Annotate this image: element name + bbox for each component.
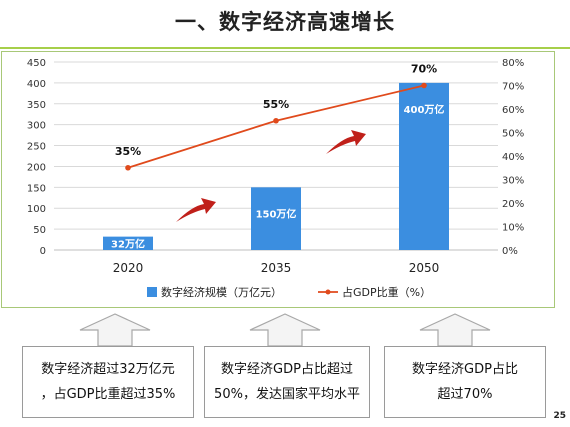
y-left-tick-label: 200 bbox=[27, 162, 46, 173]
y-left-tick-label: 0 bbox=[40, 246, 46, 257]
y-left-tick-label: 400 bbox=[27, 79, 46, 90]
callout-arrow-3 bbox=[419, 313, 491, 347]
y-left-tick-label: 250 bbox=[27, 142, 46, 153]
page-title: 一、数字经济高速增长 bbox=[175, 10, 395, 34]
y-right-tick-label: 40% bbox=[502, 152, 524, 163]
y-right-tick-label: 20% bbox=[502, 199, 524, 210]
x-tick-label: 2020 bbox=[113, 261, 144, 275]
chart: 0 50 100 150 200 250 300 350 400 450 0% 10% 20% 30% 40… bbox=[27, 58, 524, 299]
legend-swatch-line-marker bbox=[325, 289, 331, 295]
line-data-label: 35% bbox=[115, 145, 141, 158]
legend-swatch-bars bbox=[147, 287, 157, 297]
legend-label-line: 占GDP比重（%） bbox=[342, 285, 431, 299]
y-right-tick-label: 50% bbox=[502, 129, 524, 140]
summary-box-2050: 数字经济GDP占比 超过70% bbox=[384, 346, 546, 418]
y-right-tick-label: 60% bbox=[502, 105, 524, 116]
callout-arrows bbox=[79, 313, 491, 347]
y-right-tick-label: 0% bbox=[502, 246, 518, 257]
y-left-tick-label: 100 bbox=[27, 204, 46, 215]
x-tick-label: 2035 bbox=[261, 261, 292, 275]
line-data-label: 55% bbox=[263, 98, 289, 111]
chart-frame: 0 50 100 150 200 250 300 350 400 450 0% 10% 20% 30% 40… bbox=[1, 51, 555, 308]
x-tick-label: 2050 bbox=[409, 261, 440, 275]
title-divider bbox=[0, 47, 570, 49]
y-right-tick-label: 30% bbox=[502, 176, 524, 187]
bar-data-label: 400万亿 bbox=[404, 103, 445, 116]
callout-arrow-1 bbox=[79, 313, 151, 347]
summary-box-2035: 数字经济GDP占比超过 50%，发达国家平均水平 bbox=[204, 346, 370, 418]
summary-box-2020: 数字经济超过32万亿元 ，占GDP比重超过35% bbox=[22, 346, 194, 418]
y-right-tick-label: 10% bbox=[502, 223, 524, 234]
bar bbox=[103, 236, 153, 250]
line-point bbox=[125, 164, 131, 171]
callout-arrow-2 bbox=[249, 313, 321, 347]
line-point bbox=[421, 82, 427, 89]
trend-arrow-2 bbox=[326, 130, 366, 154]
trend-arrow-1 bbox=[176, 198, 216, 222]
y-left-tick-label: 300 bbox=[27, 121, 46, 132]
bar bbox=[399, 82, 449, 250]
y-right-tick-label: 70% bbox=[502, 82, 524, 93]
bar bbox=[251, 187, 301, 250]
line-data-label: 70% bbox=[411, 63, 437, 76]
bar-data-label: 32万亿 bbox=[111, 237, 145, 250]
line-point bbox=[273, 117, 279, 124]
y-left-tick-label: 450 bbox=[27, 58, 46, 69]
y-left-tick-label: 50 bbox=[33, 225, 46, 236]
page-number: 25 bbox=[553, 411, 566, 421]
legend-label-bars: 数字经济规模（万亿元） bbox=[161, 285, 282, 299]
y-left-tick-label: 150 bbox=[27, 183, 46, 194]
bar-data-label: 150万亿 bbox=[256, 207, 297, 220]
y-right-tick-label: 80% bbox=[502, 58, 524, 69]
y-left-tick-label: 350 bbox=[27, 100, 46, 111]
